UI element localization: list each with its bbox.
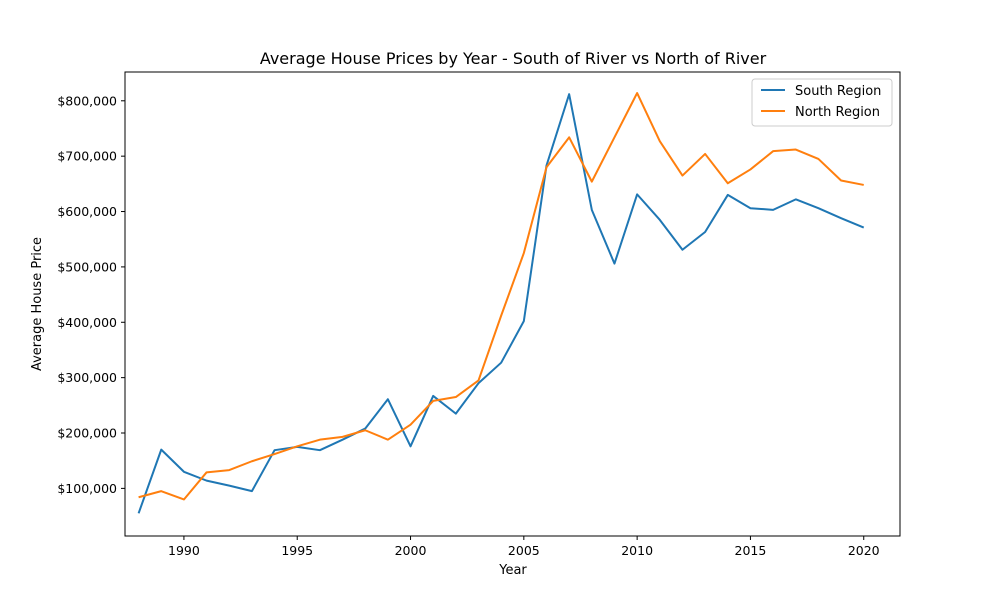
y-tick-label: $500,000 [57, 259, 117, 274]
y-axis-label: Average House Price [30, 237, 45, 371]
legend: South Region North Region [751, 78, 893, 127]
plot-area-frame [124, 71, 901, 537]
y-tick-label: $600,000 [57, 204, 117, 219]
series-line-south-region [137, 93, 865, 514]
x-tick-label: 2020 [848, 543, 880, 558]
y-tick-label: $800,000 [57, 93, 117, 108]
x-axis: 1990 1995 2000 2005 2010 2015 2020 [168, 536, 880, 558]
chart-title: Average House Prices by Year - South of … [260, 49, 767, 68]
y-axis: $100,000 $200,000 $300,000 $400,000 $500,000… [57, 93, 125, 496]
x-tick-label: 2010 [621, 543, 653, 558]
x-axis-label: Year [498, 563, 527, 578]
series-line-north-region [138, 92, 864, 501]
x-tick-label: 2000 [395, 543, 427, 558]
x-tick-label: 2005 [508, 543, 540, 558]
y-tick-label: $400,000 [57, 315, 117, 330]
x-tick-label: 1995 [281, 543, 313, 558]
x-tick-label: 2015 [735, 543, 767, 558]
legend-label-south: South Region [795, 84, 881, 99]
y-tick-label: $700,000 [57, 149, 117, 164]
legend-box [751, 78, 893, 127]
y-tick-label: $200,000 [57, 426, 117, 441]
y-tick-label: $300,000 [57, 370, 117, 385]
y-tick-label: $100,000 [57, 481, 117, 496]
legend-label-north: North Region [795, 105, 880, 120]
x-tick-label: 1990 [168, 543, 200, 558]
series-layer [137, 92, 865, 514]
